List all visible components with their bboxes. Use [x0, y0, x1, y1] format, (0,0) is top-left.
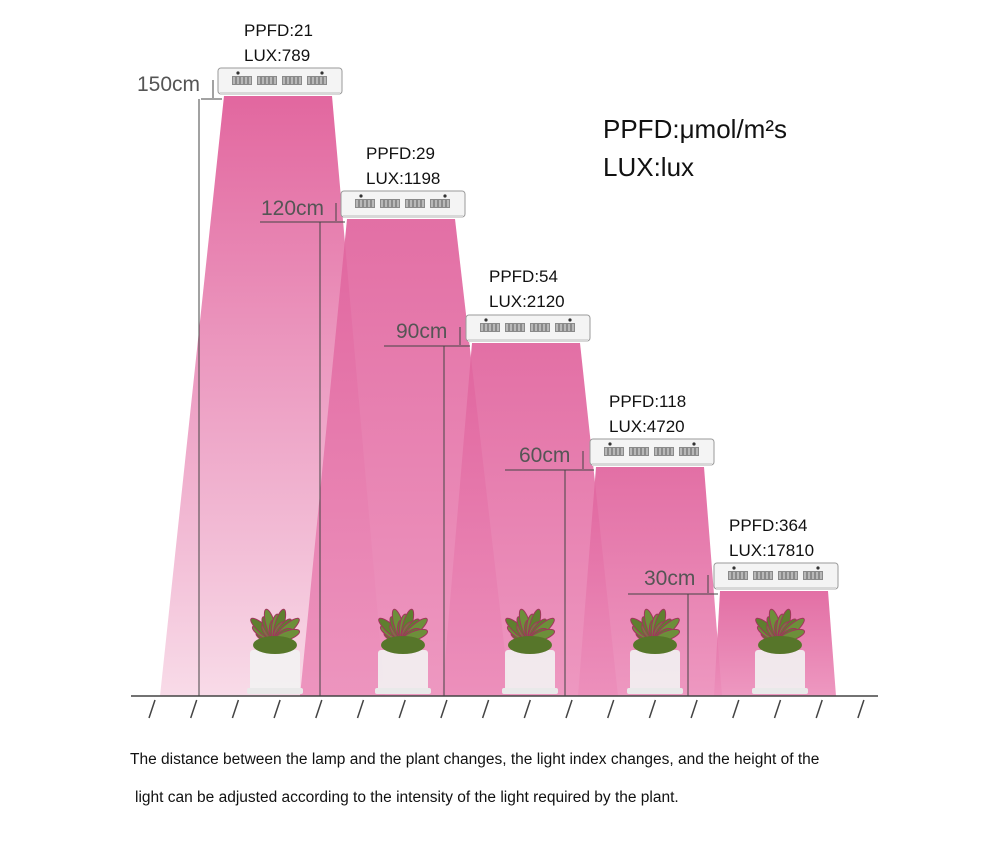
ground-hatch: [857, 699, 865, 719]
grow-lamp-30cm: [713, 562, 839, 590]
lamp-screw: [732, 566, 736, 570]
ppfd-reading: PPFD:21: [244, 21, 313, 40]
lamp-screw: [236, 71, 240, 75]
legend-ppfd-unit: PPFD:μmol/m²s: [603, 114, 787, 144]
ppfd-reading: PPFD:54: [489, 267, 558, 286]
pot: [630, 650, 680, 692]
pot: [250, 650, 300, 692]
ground-hatch: [189, 699, 198, 719]
plant-core: [508, 636, 552, 654]
reading-30cm: PPFD:364 LUX:17810: [729, 513, 814, 563]
lamp-screw: [484, 318, 488, 322]
grow-lamp-120cm: [340, 190, 466, 218]
ground-line: [131, 695, 878, 719]
lamp-edge: [592, 463, 712, 466]
lamp-edge: [220, 92, 340, 95]
lux-reading: LUX:2120: [489, 292, 565, 311]
pot: [755, 650, 805, 692]
plant-core: [633, 636, 677, 654]
height-label-120cm: 120cm: [261, 197, 325, 220]
ground-hatch: [732, 699, 740, 719]
ground-hatch: [773, 699, 782, 719]
ground-hatch: [815, 699, 823, 719]
legend: PPFD:μmol/m²s LUX:lux: [603, 110, 787, 186]
potted-plant: [502, 608, 558, 694]
ground-hatch: [398, 699, 406, 719]
grow-lamp-150cm: [217, 67, 343, 95]
ppfd-reading: PPFD:364: [729, 516, 808, 535]
reading-60cm: PPFD:118 LUX:4720: [609, 389, 686, 439]
height-label-150cm: 150cm: [137, 73, 201, 96]
ground-hatch: [231, 699, 240, 719]
lamp-screw: [443, 194, 447, 198]
pot-base: [752, 688, 808, 694]
height-label-30cm: 30cm: [644, 567, 696, 590]
ground-hatch: [565, 699, 573, 719]
grow-lamp-90cm: [465, 314, 591, 342]
light-beam-90cm: [442, 343, 618, 696]
potted-plant: [627, 608, 683, 694]
ppfd-reading: PPFD:118: [609, 392, 687, 411]
plant-core: [381, 636, 425, 654]
lamp-screw: [359, 194, 363, 198]
light-beam-60cm: [578, 467, 722, 696]
lux-reading: LUX:1198: [366, 169, 441, 188]
plants: [247, 608, 808, 694]
plant-core: [253, 636, 297, 654]
pot-base: [502, 688, 558, 694]
pot-base: [627, 688, 683, 694]
potted-plant: [375, 608, 431, 694]
ground-hatch: [648, 699, 657, 719]
reading-120cm: PPFD:29 LUX:1198: [366, 141, 440, 191]
pot: [505, 650, 555, 692]
potted-plant: [247, 608, 303, 694]
reading-90cm: PPFD:54 LUX:2120: [489, 264, 565, 314]
height-label-90cm: 90cm: [396, 320, 448, 343]
ground-hatch: [481, 699, 490, 719]
ground-hatch: [356, 699, 365, 719]
lamp-screw: [692, 442, 696, 446]
lamp-screw: [816, 566, 820, 570]
pot: [378, 650, 428, 692]
ground-hatch: [148, 699, 156, 719]
lamp-edge: [343, 215, 463, 218]
legend-lux-unit: LUX:lux: [603, 152, 695, 182]
ppfd-reading: PPFD:29: [366, 144, 435, 163]
lux-reading: LUX:4720: [609, 417, 685, 436]
potted-plant: [752, 608, 808, 694]
lamp-screw: [608, 442, 612, 446]
light-beams: [160, 96, 836, 696]
lux-reading: LUX:789: [244, 46, 311, 65]
lux-reading: LUX:17810: [729, 541, 815, 560]
lamp-screw: [568, 318, 572, 322]
ground-hatch: [606, 699, 615, 719]
plant-core: [758, 636, 802, 654]
ground-hatch: [273, 699, 281, 719]
ground-hatch: [315, 699, 323, 719]
grow-lamp-60cm: [589, 438, 715, 466]
ground-hatch: [690, 699, 698, 719]
height-lines: [198, 80, 718, 696]
lamp-edge: [468, 339, 588, 342]
ground-hatch: [440, 699, 448, 719]
pot-base: [247, 688, 303, 694]
caption-line-1: The distance between the lamp and the pl…: [130, 751, 820, 768]
reading-150cm: PPFD:21 LUX:789: [244, 18, 313, 68]
lamps: [217, 67, 839, 590]
lamp-edge: [716, 587, 836, 590]
pot-base: [375, 688, 431, 694]
lamp-screw: [320, 71, 324, 75]
height-label-60cm: 60cm: [519, 444, 571, 467]
caption-line-2: light can be adjusted according to the i…: [135, 789, 679, 806]
ground-hatch: [523, 699, 532, 719]
